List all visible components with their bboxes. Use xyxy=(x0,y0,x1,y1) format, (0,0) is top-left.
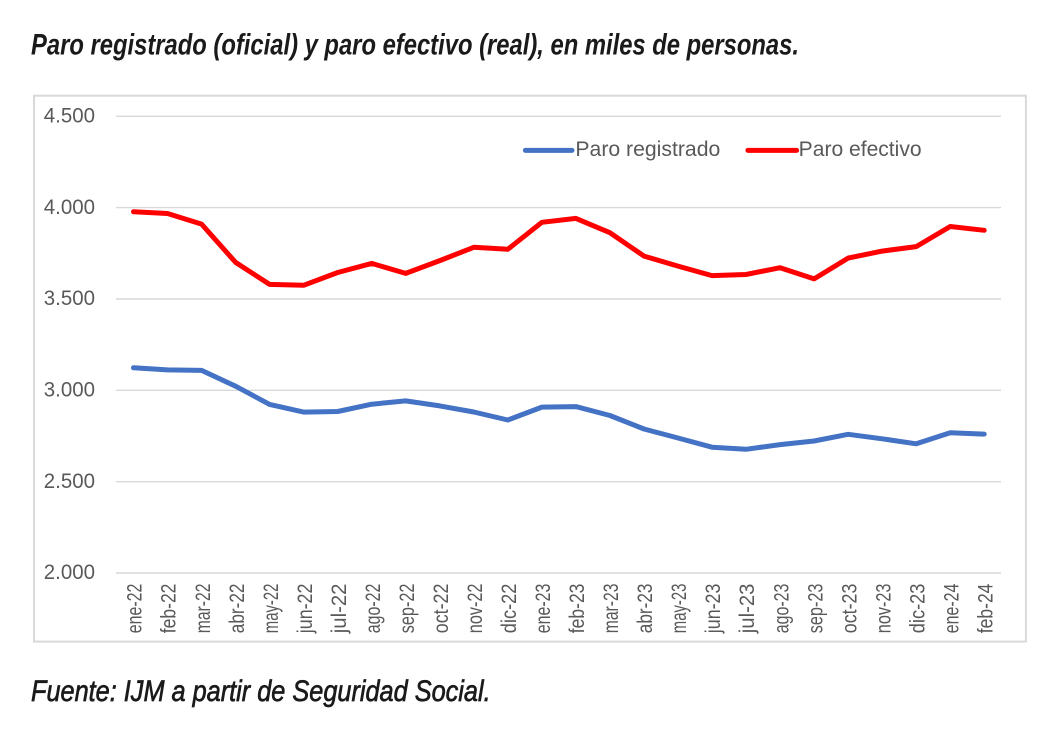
svg-text:Paro registrado (oficial) y pa: Paro registrado (oficial) y paro efectiv… xyxy=(31,29,799,62)
svg-text:jun-23: jun-23 xyxy=(701,584,725,634)
svg-text:sep-23: sep-23 xyxy=(803,584,827,634)
svg-text:oct-22: oct-22 xyxy=(429,584,453,634)
svg-text:feb-23: feb-23 xyxy=(565,584,589,634)
svg-text:Paro efectivo: Paro efectivo xyxy=(799,138,922,161)
svg-text:ene-23: ene-23 xyxy=(531,584,555,634)
svg-text:Fuente: IJM a partir de Seguri: Fuente: IJM a partir de Seguridad Social… xyxy=(31,675,491,708)
svg-text:abr-22: abr-22 xyxy=(225,584,249,634)
svg-text:dic-22: dic-22 xyxy=(497,584,521,634)
svg-text:may-23: may-23 xyxy=(667,584,691,634)
svg-text:mar-22: mar-22 xyxy=(191,584,215,634)
svg-text:jul-22: jul-22 xyxy=(327,584,351,635)
svg-text:2.500: 2.500 xyxy=(44,469,95,493)
svg-text:jun-22: jun-22 xyxy=(293,584,317,634)
svg-text:3.000: 3.000 xyxy=(44,378,95,402)
svg-text:feb-22: feb-22 xyxy=(157,584,181,634)
svg-text:Paro registrado: Paro registrado xyxy=(575,138,720,161)
svg-text:4.500: 4.500 xyxy=(44,104,95,128)
svg-text:4.000: 4.000 xyxy=(44,195,95,219)
svg-text:nov-23: nov-23 xyxy=(871,584,895,634)
svg-text:mar-23: mar-23 xyxy=(599,584,623,634)
svg-text:jul-23: jul-23 xyxy=(735,584,759,635)
svg-text:feb-24: feb-24 xyxy=(974,584,998,634)
svg-text:oct-23: oct-23 xyxy=(837,584,861,634)
svg-text:may-22: may-22 xyxy=(259,584,283,634)
svg-text:sep-22: sep-22 xyxy=(395,584,419,634)
svg-text:ene-22: ene-22 xyxy=(123,584,147,634)
svg-text:dic-23: dic-23 xyxy=(905,584,929,634)
svg-text:ene-24: ene-24 xyxy=(939,584,963,634)
svg-text:3.500: 3.500 xyxy=(44,286,95,310)
svg-text:nov-22: nov-22 xyxy=(463,584,487,634)
svg-text:abr-23: abr-23 xyxy=(633,584,657,634)
svg-text:ago-23: ago-23 xyxy=(769,584,793,634)
svg-text:ago-22: ago-22 xyxy=(361,584,385,634)
svg-text:2.000: 2.000 xyxy=(44,560,95,584)
